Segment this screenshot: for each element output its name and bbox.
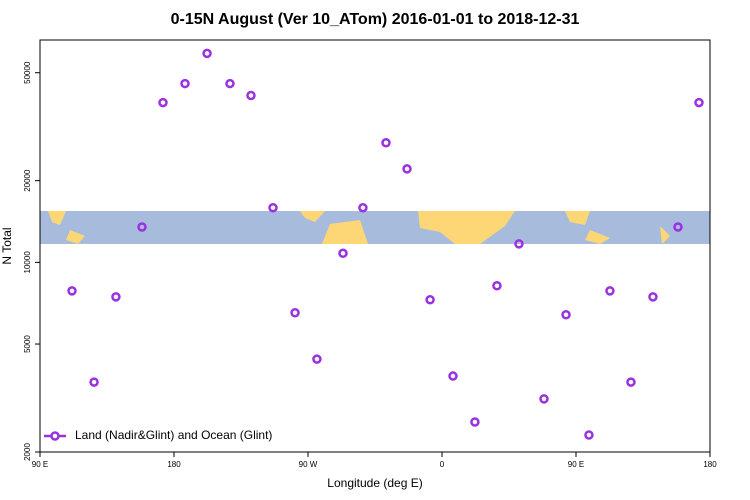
point [202, 48, 212, 59]
y-tick-label: 20000 [23, 169, 32, 192]
point [561, 310, 571, 320]
point [67, 286, 77, 296]
point [89, 377, 99, 387]
legend-marker [50, 431, 60, 441]
point [338, 248, 348, 259]
point [312, 354, 322, 364]
point [514, 239, 524, 249]
y-axis-label: N Total [0, 227, 14, 264]
x-tick-label: 90 E [568, 460, 584, 469]
plot-frame [39, 39, 711, 453]
x-tick-label: 180 [167, 460, 181, 469]
x-tick-label: 180 [703, 460, 717, 469]
point [137, 222, 147, 232]
point [246, 90, 256, 101]
point [626, 377, 636, 387]
y-tick-label: 2000 [23, 443, 32, 461]
point [425, 295, 435, 305]
x-tick-label: 90 E [32, 460, 48, 469]
point [111, 292, 121, 302]
y-tick-label: 10000 [23, 251, 32, 274]
y-tick-label: 50000 [23, 61, 32, 84]
point [448, 371, 458, 381]
point [605, 286, 615, 296]
chart-title: 0-15N August (Ver 10_ATom) 2016-01-01 to… [171, 11, 580, 28]
point [648, 292, 658, 302]
point [381, 137, 391, 148]
legend-label: Land (Nadir&Glint) and Ocean (Glint) [75, 428, 272, 442]
y-tick-label: 5000 [23, 335, 32, 353]
point [673, 222, 683, 232]
point [539, 394, 549, 404]
point [158, 97, 168, 108]
point [492, 280, 502, 291]
point [402, 164, 412, 174]
point [290, 308, 300, 318]
point [584, 430, 594, 440]
point [225, 78, 235, 89]
point [180, 78, 190, 89]
map-band [40, 211, 710, 244]
point [470, 417, 480, 427]
x-tick-label: 90 W [299, 460, 318, 469]
x-axis-label: Longitude (deg E) [327, 476, 422, 490]
point [694, 97, 704, 108]
point [358, 202, 368, 213]
point [268, 202, 278, 213]
x-tick-label: 0 [440, 460, 445, 469]
